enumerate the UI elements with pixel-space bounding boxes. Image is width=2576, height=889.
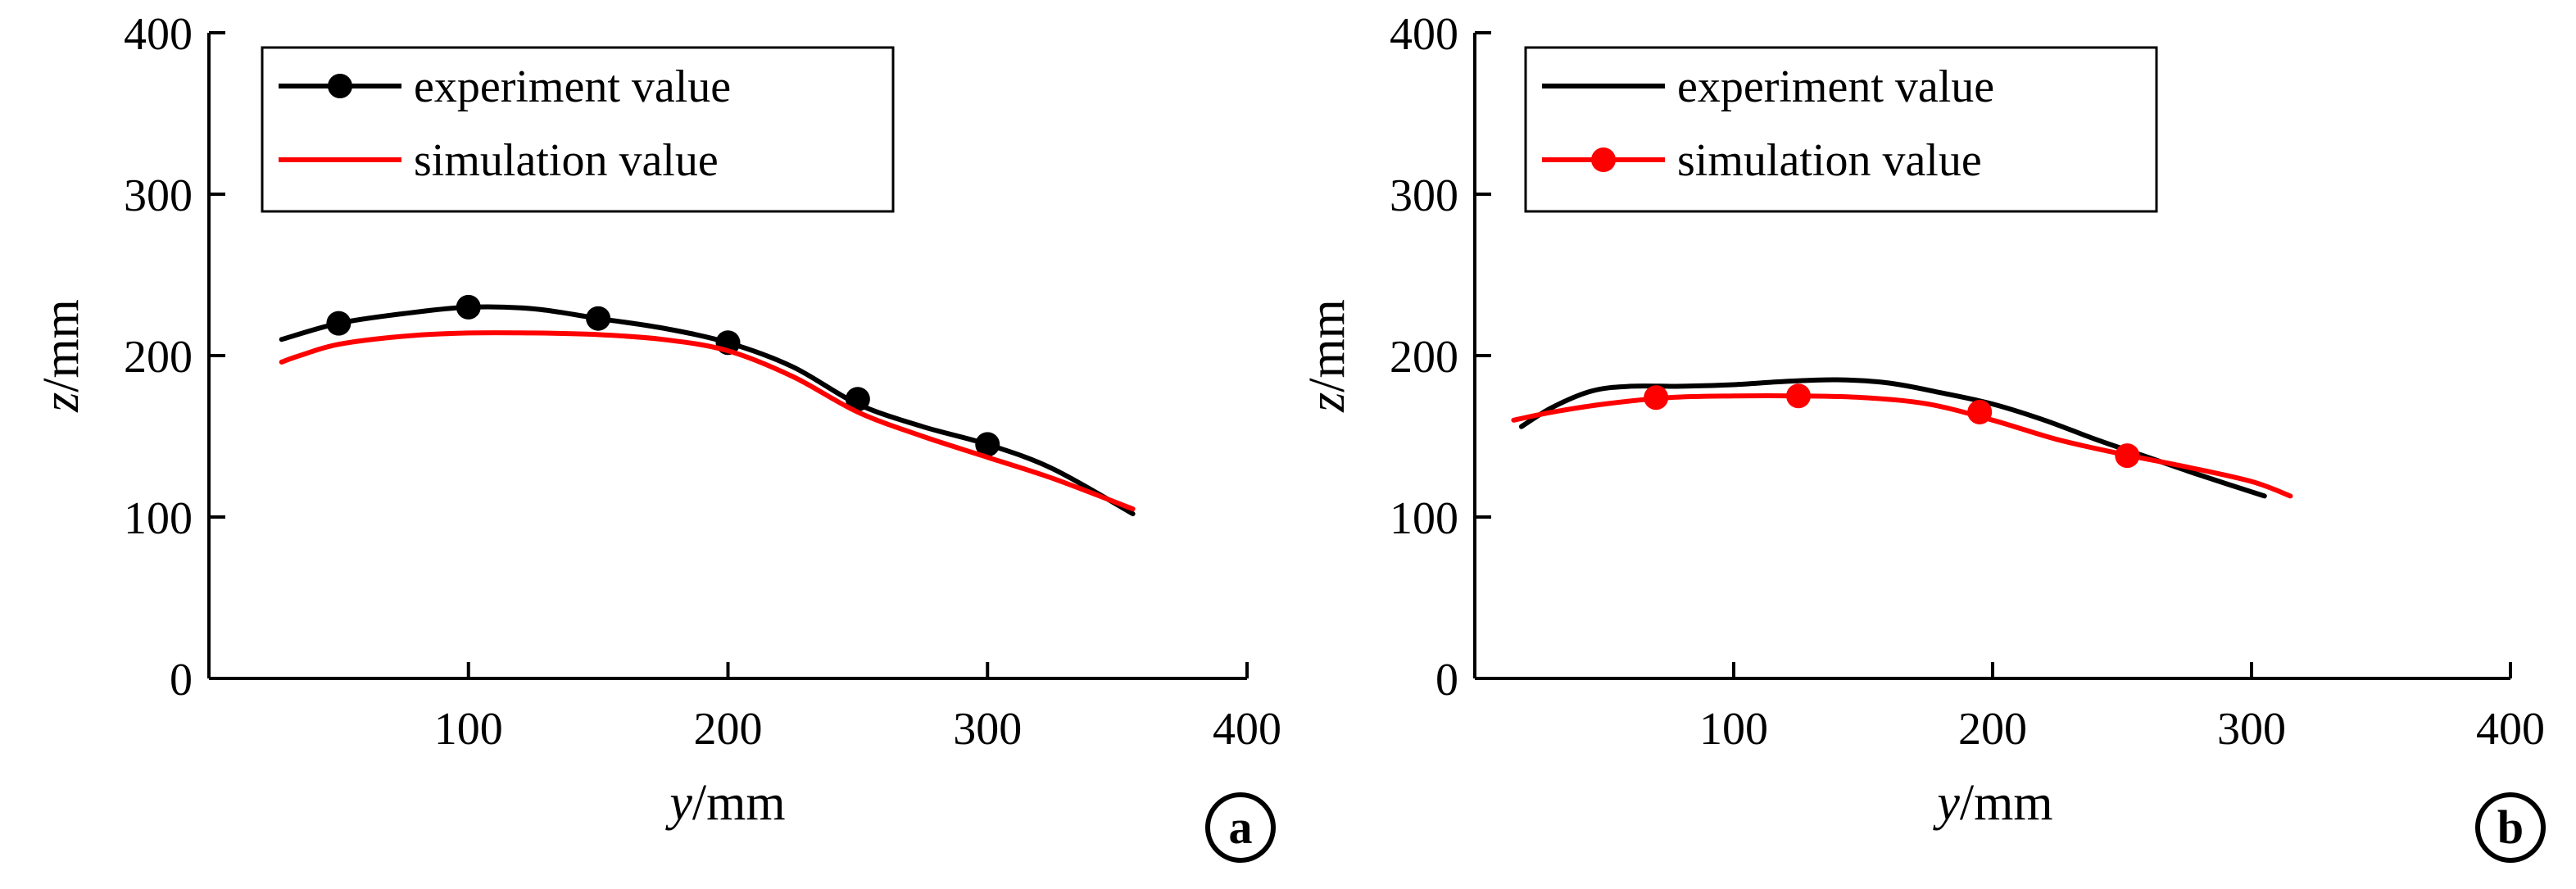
panel-a-series-experiment-point-2	[456, 294, 481, 320]
panel-a-x-tick-label-300: 300	[953, 704, 1022, 755]
panel-b-x-tick-label-400: 400	[2476, 704, 2545, 755]
panel-a-legend-label-simulation: simulation value	[414, 135, 719, 186]
panel-a-y-axis-var: z	[34, 392, 89, 413]
panel-b-x-tick-label-300: 300	[2217, 704, 2286, 755]
panel-b-legend-label-experiment: experiment value	[1677, 61, 1994, 112]
panel-a-y-tick-label-400: 400	[124, 9, 193, 60]
panel-a-series-experiment-point-6	[975, 432, 1000, 457]
panel-a-legend: experiment value simulation value	[261, 46, 895, 213]
panel-b-badge: b	[2475, 792, 2546, 863]
panel-a-y-tick-label-0: 0	[170, 655, 193, 705]
panel-b-series-simulation-point-1	[1644, 385, 1669, 410]
panel-a-legend-marker-experiment	[328, 74, 352, 98]
panel-a-legend-box	[261, 46, 895, 213]
panel-b-x-tick-label-100: 100	[1699, 704, 1768, 755]
panel-b-badge-circle	[2475, 792, 2546, 863]
panel-b-x-axis-unit: /mm	[1960, 775, 2053, 831]
panel-b-y-tick-label-300: 300	[1390, 170, 1458, 221]
panel-b-x-tick-label-200: 200	[1958, 704, 2027, 755]
panel-a-x-tick-label-200: 200	[694, 704, 763, 755]
panel-b-y-tick-label-400: 400	[1390, 9, 1458, 60]
panel-a-series-experiment-point-1	[326, 311, 351, 336]
panel-b-y-axis-title: z/mm	[1299, 299, 1355, 413]
panel-b-series-experiment-line	[1518, 377, 2267, 499]
panel-b-series-simulation-point-4	[2115, 443, 2140, 469]
panel-b-y-tick-label-200: 200	[1390, 332, 1458, 383]
panel-a-y-axis-title: z/mm	[34, 299, 89, 413]
panel-b-legend-marker-simulation	[1591, 147, 1616, 172]
panel-a-x-axis-title: y/mm	[664, 775, 785, 831]
panel-a-series-simulation-line	[279, 330, 1136, 512]
panel-a-x-axis-var: y	[664, 775, 692, 831]
panel-a-y-axis-unit: /mm	[34, 299, 89, 392]
panel-a-x-tick-label-100: 100	[434, 704, 503, 755]
panel-a-series-experiment-point-5	[845, 387, 870, 412]
panel-b: 100 200 300 400 0 100 200 300 400 z/mm y/mm expe…	[1299, 9, 2546, 863]
panel-a-legend-label-experiment: experiment value	[414, 61, 731, 112]
panel-a-y-tick-label-200: 200	[124, 332, 193, 383]
panel-b-series-simulation-point-2	[1786, 383, 1811, 409]
panel-a-badge-circle	[1205, 792, 1276, 863]
panel-b-series-simulation-line	[1511, 393, 2293, 499]
panel-b-legend-label-simulation: simulation value	[1677, 135, 1982, 186]
panel-b-badge-label: b	[2497, 801, 2524, 854]
panel-a-badge-label: a	[1229, 801, 1253, 854]
panel-b-y-axis-unit: /mm	[1299, 299, 1355, 392]
panel-a-plot-area	[279, 294, 1136, 517]
panel-b-legend: experiment value simulation value	[1524, 46, 2158, 213]
panel-b-x-axis-title: y/mm	[1932, 775, 2052, 831]
panel-a-y-tick-label-300: 300	[124, 170, 193, 221]
panel-a: 100 200 300 400 0 100 200 300 400 z/mm y/mm expe…	[34, 9, 1281, 863]
panel-a-y-tick-label-100: 100	[124, 493, 193, 544]
panel-b-y-tick-label-0: 0	[1435, 655, 1458, 705]
panel-a-x-axis-unit: /mm	[692, 775, 786, 831]
panel-b-legend-box	[1524, 46, 2158, 213]
panel-b-series-simulation-point-3	[1967, 399, 1993, 424]
panel-b-x-axis-var: y	[1932, 775, 1960, 831]
panel-b-ticks: 100 200 300 400 0 100 200 300 400	[1390, 9, 2545, 755]
panel-b-y-axis-var: z	[1299, 392, 1355, 413]
panel-a-x-tick-label-400: 400	[1213, 704, 1281, 755]
panel-b-plot-area	[1511, 377, 2293, 499]
panel-a-ticks: 100 200 300 400 0 100 200 300 400	[124, 9, 1281, 755]
panel-a-series-experiment-point-3	[586, 306, 611, 331]
panel-b-y-tick-label-100: 100	[1390, 493, 1458, 544]
panel-a-badge: a	[1205, 792, 1276, 863]
